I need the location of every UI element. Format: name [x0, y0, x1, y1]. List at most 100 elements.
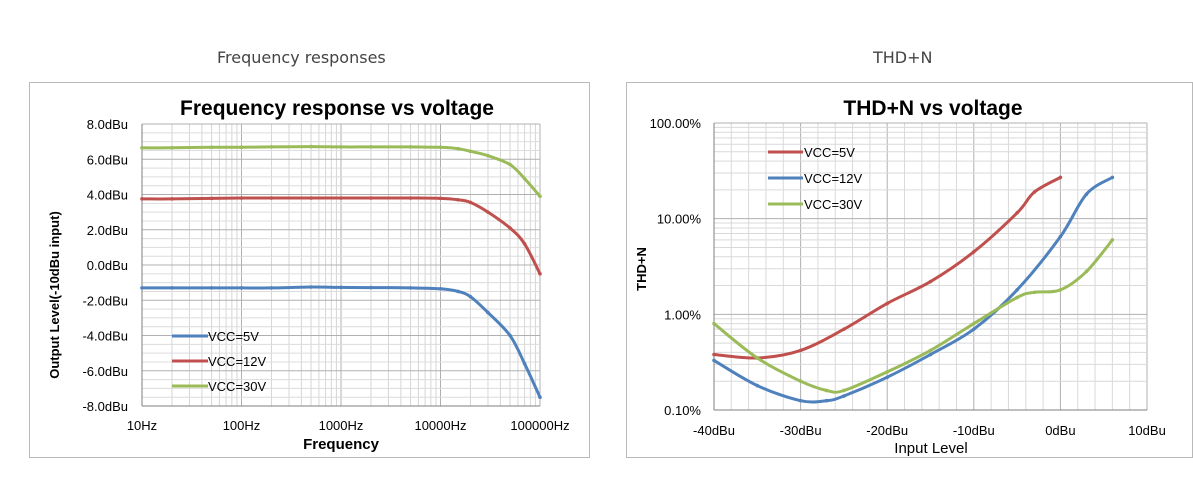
thd-data-point	[1110, 175, 1115, 180]
thd-series-line	[713, 238, 1114, 394]
fr-data-point	[269, 286, 274, 290]
thd-y-tick-label: 100.00%	[650, 116, 702, 131]
fr-data-point	[209, 145, 214, 150]
thd-series-line	[713, 176, 1114, 404]
thd-data-point	[928, 279, 933, 284]
fr-data-point	[508, 333, 512, 338]
thd-y-tick-label: 1.00%	[664, 307, 701, 322]
fr-data-point	[339, 285, 343, 290]
fr-legend-label: VCC=5V	[208, 329, 259, 344]
fr-data-point	[170, 145, 174, 150]
fr-y-tick-label: 6.0dBu	[87, 152, 128, 167]
fr-y-tick-label: -8.0dBu	[82, 399, 128, 414]
fr-y-tick-label: 4.0dBu	[87, 188, 128, 203]
thd-data-point	[1015, 288, 1019, 292]
fr-data-point	[456, 289, 460, 294]
thd-axes: 100.00% 10.00% 1.00% 0.10% -40dBu -30dBu -20dB…	[650, 116, 1166, 438]
fr-data-point	[369, 196, 373, 200]
caption-frequency-responses: Frequency responses	[217, 48, 386, 67]
fr-data-point	[522, 361, 527, 366]
fr-data-point	[309, 144, 313, 149]
thd-data-point	[928, 352, 933, 357]
fr-legend: VCC=5V VCC=12V VCC=30V	[172, 329, 266, 394]
fr-legend-label: VCC=30V	[208, 379, 266, 394]
fr-data-point	[209, 286, 214, 290]
fr-data-point	[239, 145, 244, 150]
thd-series-line	[713, 176, 1062, 360]
fr-data-point	[508, 162, 512, 167]
thd-data-point	[885, 370, 889, 374]
frequency-response-chart: 8.0dBu 6.0dBu 4.0dBu 2.0dBu 0.0dBu -2.0dBu -4.…	[47, 97, 570, 453]
thd-data-point	[798, 398, 803, 403]
fr-data-point	[140, 145, 144, 150]
thd-data-point	[1015, 295, 1019, 300]
fr-y-tick-label: -4.0dBu	[82, 329, 128, 344]
fr-chart-title: Frequency response vs voltage	[180, 97, 494, 120]
fr-data-point	[408, 196, 413, 200]
fr-data-point	[369, 285, 373, 290]
fr-data-point	[486, 210, 490, 214]
thd-data-point	[1058, 288, 1063, 292]
fr-data-point	[209, 196, 214, 201]
thd-data-point	[798, 379, 803, 384]
thd-x-axis-label: Input Level	[894, 440, 967, 457]
thd-data-point	[824, 398, 829, 403]
thd-grid	[713, 122, 1148, 411]
thd-data-point	[842, 394, 846, 398]
fr-data-point	[538, 194, 542, 199]
fr-data-point	[408, 286, 413, 290]
fr-data-point	[456, 146, 460, 151]
frequency-response-panel: 8.0dBu 6.0dBu 4.0dBu 2.0dBu 0.0dBu -2.0dBu -4.…	[29, 82, 590, 458]
thd-data-point	[712, 358, 716, 363]
fr-series-line	[141, 196, 542, 275]
fr-y-axis-label: Output Level(-10dBu input)	[47, 211, 62, 379]
thd-data-point	[885, 375, 889, 380]
fr-data-point	[309, 196, 313, 200]
thd-data-point	[842, 327, 846, 331]
fr-data-point	[538, 272, 542, 276]
fr-x-axis-label: Frequency	[303, 436, 380, 453]
fr-series-line	[141, 145, 542, 198]
thd-y-tick-label: 0.10%	[664, 403, 701, 418]
thd-legend-label: VCC=30V	[804, 197, 862, 212]
fr-data-point	[522, 242, 527, 246]
thd-data-point	[824, 388, 829, 393]
thd-data-point	[755, 383, 760, 388]
thd-lines	[712, 175, 1115, 404]
thd-data-point	[972, 250, 976, 254]
thd-x-tick-label: -20dBu	[866, 423, 908, 438]
thd-data-point	[885, 301, 889, 306]
thd-legend: VCC=5V VCC=12V VCC=30V	[768, 145, 862, 212]
thd-data-point	[712, 321, 716, 326]
thd-data-point	[1058, 234, 1063, 239]
thd-data-point	[842, 388, 846, 393]
fr-data-point	[269, 145, 274, 149]
thd-x-tick-label: 10dBu	[1128, 423, 1166, 438]
fr-data-point	[438, 145, 443, 150]
fr-y-tick-label: 2.0dBu	[87, 223, 128, 238]
thd-data-point	[798, 348, 803, 353]
thd-chart-title: THD+N vs voltage	[843, 97, 1022, 120]
fr-data-point	[369, 145, 373, 149]
fr-y-tick-label: -2.0dBu	[82, 293, 128, 308]
thd-legend-label: VCC=12V	[804, 171, 862, 186]
fr-legend-label: VCC=12V	[208, 354, 266, 369]
fr-grid	[141, 123, 541, 407]
thd-legend-label: VCC=5V	[804, 145, 855, 160]
fr-x-tick-label: 100Hz	[223, 418, 261, 433]
thd-x-tick-label: 0dBu	[1045, 423, 1075, 438]
caption-thdn: THD+N	[873, 48, 933, 67]
thd-data-point	[972, 327, 976, 331]
fr-data-point	[538, 395, 542, 399]
fr-data-point	[468, 294, 473, 299]
thdn-chart: 100.00% 10.00% 1.00% 0.10% -40dBu -30dBu -20dB…	[634, 97, 1166, 457]
fr-lines	[140, 144, 542, 399]
fr-data-point	[140, 197, 144, 201]
fr-data-point	[468, 149, 473, 154]
fr-data-point	[508, 226, 512, 230]
fr-y-tick-label: -6.0dBu	[82, 364, 128, 379]
fr-data-point	[170, 286, 174, 290]
fr-y-tick-label: 0.0dBu	[87, 258, 128, 273]
fr-series-line	[142, 285, 542, 398]
thd-data-point	[1032, 290, 1037, 295]
